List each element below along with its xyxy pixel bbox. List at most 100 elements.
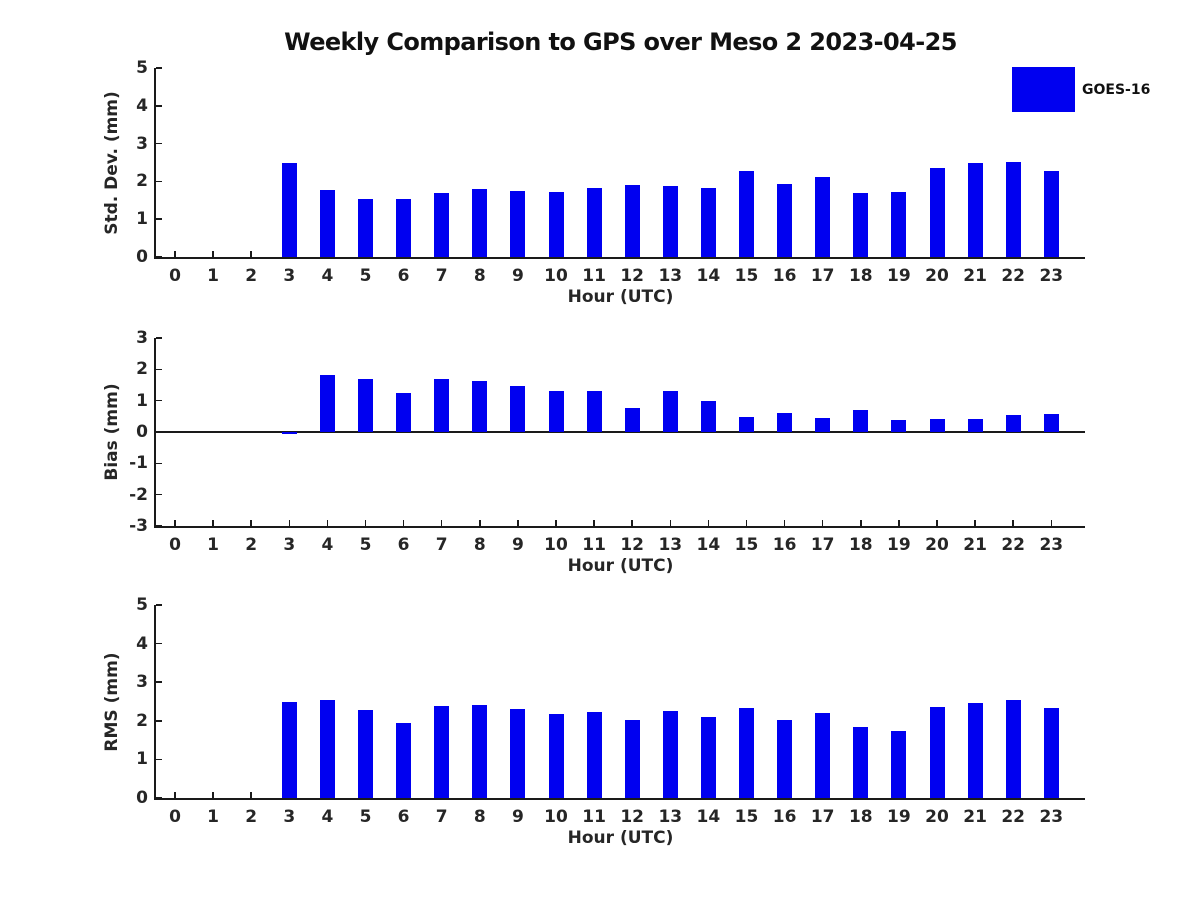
y-tick: [156, 720, 162, 722]
bar-hour-17: [815, 713, 831, 798]
x-tick: [593, 520, 595, 526]
bar-hour-22: [1005, 162, 1021, 257]
x-tick-label: 13: [658, 266, 683, 286]
x-tick-label: 6: [397, 535, 410, 555]
bar-hour-22: [1005, 699, 1021, 798]
x-tick-label: 13: [658, 807, 683, 827]
y-tick-label: 3: [136, 133, 148, 154]
bar-hour-8: [472, 189, 488, 257]
x-tick-label: 11: [582, 266, 606, 286]
x-tick-label: 9: [511, 266, 524, 286]
y-tick-label: 2: [136, 710, 148, 731]
x-tick-label: 3: [283, 807, 296, 827]
y-tick-label: 5: [136, 595, 148, 615]
x-tick-label: 22: [1001, 535, 1026, 555]
x-tick-label: 16: [772, 535, 797, 555]
bar-hour-14: [700, 188, 716, 257]
x-tick-label: 18: [848, 807, 873, 827]
y-tick-label: -1: [129, 453, 148, 474]
x-tick: [250, 251, 252, 257]
x-tick-label: 2: [245, 807, 258, 827]
x-tick-label: 1: [207, 807, 220, 827]
chart-title: Weekly Comparison to GPS over Meso 2 202…: [284, 28, 957, 56]
x-tick-label: 14: [696, 807, 721, 827]
x-tick-label: 0: [169, 807, 181, 827]
x-tick: [326, 520, 329, 526]
bar-hour-13: [662, 390, 678, 432]
y-tick-label: 3: [136, 672, 148, 693]
y-axis-label: Std. Dev. (mm): [102, 90, 122, 235]
x-tick: [936, 520, 938, 526]
bar-hour-13: [662, 186, 678, 257]
x-tick: [707, 520, 710, 526]
bar-hour-9: [510, 191, 526, 257]
y-tick: [156, 642, 162, 645]
y-tick: [156, 368, 162, 371]
x-axis-label: Hour (UTC): [567, 828, 674, 848]
bar-hour-10: [548, 391, 564, 432]
x-tick-label: 6: [397, 266, 410, 286]
bar-hour-11: [586, 187, 602, 257]
x-tick-label: 8: [473, 807, 486, 827]
x-tick: [250, 520, 252, 526]
bar-hour-22: [1005, 415, 1021, 432]
x-tick-label: 20: [925, 535, 949, 555]
bar-hour-14: [700, 401, 716, 432]
x-tick-label: 19: [887, 807, 911, 827]
y-tick: [156, 218, 162, 220]
x-tick: [250, 792, 252, 798]
x-tick-label: 23: [1039, 266, 1064, 286]
x-tick-label: 12: [620, 266, 645, 286]
x-tick: [860, 520, 862, 526]
bar-hour-10: [548, 191, 564, 257]
bar-hour-10: [548, 714, 564, 798]
y-tick: [156, 105, 162, 107]
bar-hour-9: [510, 708, 526, 798]
x-tick-label: 10: [544, 807, 568, 827]
x-tick-label: 12: [620, 807, 645, 827]
bar-hour-16: [777, 183, 793, 257]
y-tick-label: 5: [136, 58, 148, 78]
x-tick: [402, 520, 405, 526]
bar-hour-18: [853, 410, 869, 432]
x-tick-label: 7: [435, 266, 448, 286]
bar-hour-21: [967, 418, 983, 432]
x-tick: [1050, 520, 1053, 526]
x-tick-label: 11: [582, 535, 606, 555]
x-tick: [212, 792, 214, 798]
y-axis-spine: [154, 338, 156, 528]
bar-hour-18: [853, 193, 869, 257]
x-tick: [440, 520, 443, 526]
y-tick: [156, 142, 162, 145]
x-tick: [479, 520, 481, 526]
bar-hour-4: [319, 374, 335, 432]
x-tick-label: 21: [963, 535, 987, 555]
x-tick-label: 21: [963, 807, 987, 827]
x-tick-label: 1: [207, 266, 220, 286]
x-tick: [631, 520, 633, 526]
bar-hour-4: [319, 189, 335, 257]
x-tick: [669, 520, 672, 526]
y-axis-spine: [154, 68, 156, 259]
bar-hour-4: [319, 699, 335, 798]
bar-hour-11: [586, 391, 602, 432]
bar-hour-12: [624, 720, 640, 798]
legend-swatch: [1012, 67, 1075, 112]
x-tick: [212, 520, 214, 526]
y-tick-label: 0: [136, 788, 148, 808]
y-tick: [156, 681, 162, 683]
y-tick-label: 1: [136, 209, 148, 230]
bar-hour-6: [396, 393, 412, 432]
bar-hour-11: [586, 711, 602, 798]
x-tick-label: 19: [887, 266, 911, 286]
x-tick-label: 8: [473, 535, 486, 555]
y-tick: [156, 67, 162, 69]
x-tick: [555, 520, 557, 526]
bar-hour-16: [777, 719, 793, 798]
x-tick-label: 1: [207, 535, 220, 555]
y-tick: [156, 525, 162, 527]
x-tick: [783, 520, 786, 526]
x-tick-label: 0: [169, 535, 181, 555]
x-tick-label: 22: [1001, 266, 1026, 286]
y-tick-label: 1: [136, 749, 148, 770]
